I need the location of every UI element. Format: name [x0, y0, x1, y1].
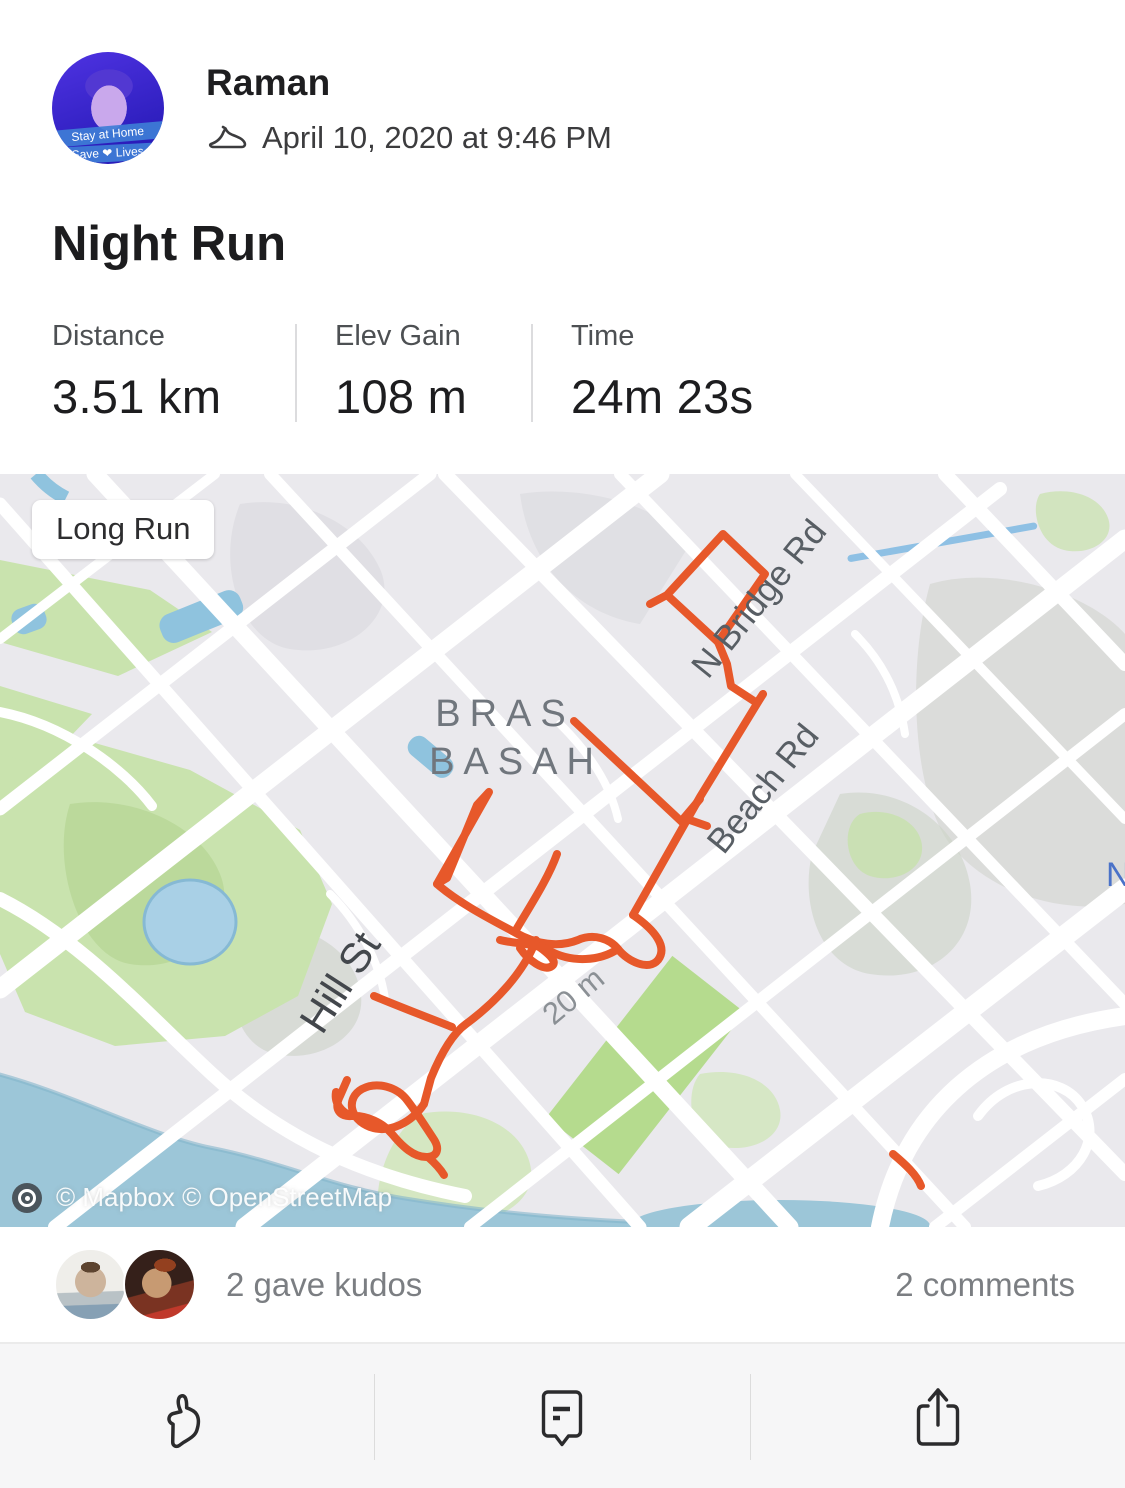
activity-title[interactable]: Night Run: [52, 217, 287, 271]
action-toolbar: [0, 1342, 1125, 1488]
route-map[interactable]: BRAS BASAH N Bridge Rd Beach Rd Hill St …: [0, 474, 1125, 1227]
thumbs-up-icon: [167, 1394, 201, 1449]
stat-value-time: 24m 23s: [571, 370, 754, 423]
stat-label-elev: Elev Gain: [335, 320, 461, 352]
toolbar-divider: [749, 1374, 751, 1460]
stat-divider: [531, 324, 533, 422]
stats-row: Distance 3.51 km Elev Gain 108 m Time 24…: [52, 320, 1075, 424]
activity-date: April 10, 2020 at 9:46 PM: [262, 120, 612, 155]
comments-count-text[interactable]: 2 comments: [895, 1265, 1075, 1303]
route-path: [331, 530, 925, 1190]
share-icon: [916, 1388, 960, 1446]
stat-value-elev: 108 m: [335, 370, 468, 423]
map-canvas: BRAS BASAH N Bridge Rd Beach Rd Hill St …: [0, 474, 1125, 1227]
comment-icon: [542, 1390, 583, 1447]
mapbox-logo-icon[interactable]: [12, 1182, 42, 1213]
comment-button[interactable]: [375, 1344, 749, 1488]
share-button[interactable]: [751, 1344, 1125, 1488]
social-row: 2 gave kudos 2 comments: [0, 1227, 1125, 1342]
stat-label-distance: Distance: [52, 320, 165, 352]
map-label-district-2: BASAH: [429, 741, 603, 783]
stat-label-time: Time: [571, 320, 635, 352]
kudos-avatar-1[interactable]: [54, 1248, 127, 1321]
user-name[interactable]: Raman: [206, 62, 331, 103]
kudos-count-text[interactable]: 2 gave kudos: [226, 1265, 423, 1303]
kudos-avatars[interactable]: [54, 1248, 196, 1321]
map-attribution[interactable]: © Mapbox © OpenStreetMap: [12, 1182, 392, 1213]
user-avatar[interactable]: Stay at Home Save ❤ Lives: [52, 52, 164, 164]
kudos-avatar-2[interactable]: [123, 1248, 196, 1321]
stat-value-distance: 3.51 km: [52, 370, 222, 423]
map-attribution-text[interactable]: © Mapbox © OpenStreetMap: [56, 1182, 393, 1212]
workout-type-badge: Long Run: [32, 500, 215, 559]
map-label-blue-n: N: [1106, 856, 1125, 894]
run-shoe-icon: [208, 125, 247, 149]
toolbar-divider: [374, 1374, 376, 1460]
activity-header: Stay at Home Save ❤ Lives Raman April 10…: [0, 0, 1125, 164]
map-label-district-1: BRAS: [435, 693, 574, 735]
stat-divider: [295, 324, 297, 422]
kudos-button[interactable]: [0, 1344, 374, 1488]
